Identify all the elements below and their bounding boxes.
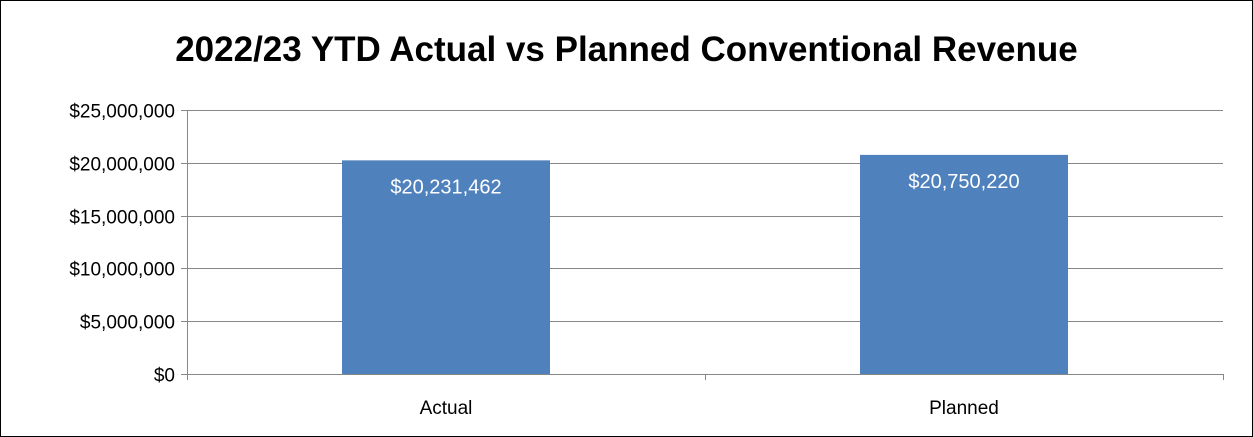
- y-tick-label: $15,000,000: [69, 208, 175, 229]
- x-tick-label-actual: Actual: [420, 398, 473, 419]
- data-label-planned: $20,750,220: [908, 171, 1019, 193]
- y-tick-label: $25,000,000: [69, 102, 175, 123]
- bar-planned: [860, 154, 1068, 374]
- labels: $0 $5,000,000 $10,000,000 $15,000,000 $20,00…: [69, 102, 1019, 420]
- chart-title: 2022/23 YTD Actual vs Planned Convention…: [175, 30, 1078, 69]
- bar-actual: [342, 160, 550, 374]
- x-tick-label-planned: Planned: [929, 398, 999, 419]
- y-tick-label: $20,000,000: [69, 155, 175, 176]
- axes: [181, 110, 1224, 380]
- y-tick-label: $0: [154, 366, 175, 387]
- data-label-actual: $20,231,462: [390, 176, 501, 198]
- y-tick-label: $10,000,000: [69, 260, 175, 281]
- bars: [342, 154, 1068, 374]
- y-tick-label: $5,000,000: [80, 313, 175, 334]
